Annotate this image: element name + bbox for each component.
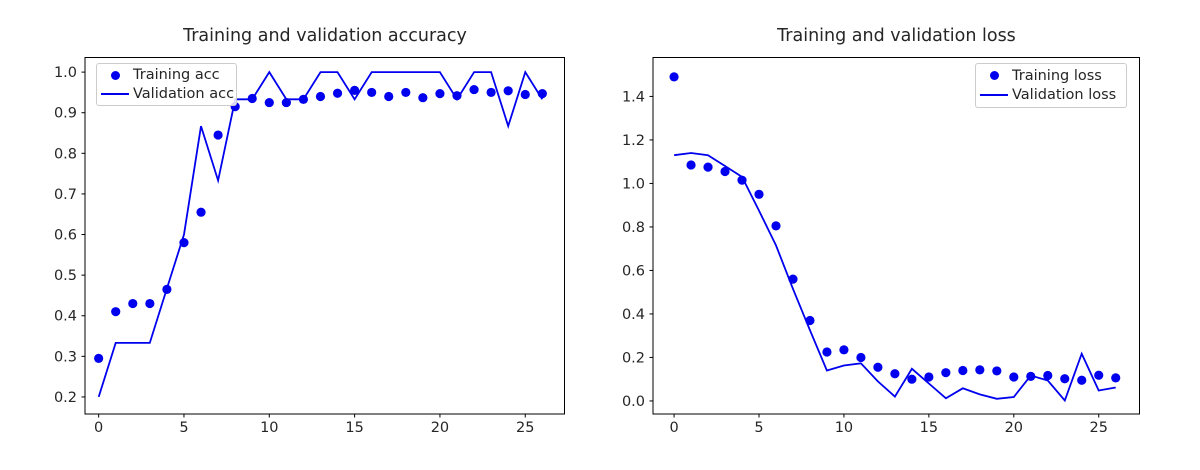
acc-training-point xyxy=(111,307,121,317)
loss-training-point xyxy=(669,72,679,82)
y-tick-label: 0.7 xyxy=(54,187,77,203)
acc-training-point xyxy=(94,353,104,363)
loss-training-point xyxy=(856,352,866,363)
accuracy-chart-title: Training and validation accuracy xyxy=(183,26,467,46)
legend-item-validation-acc: Validation acc xyxy=(97,85,234,104)
loss-training-point xyxy=(907,374,917,384)
loss-plot-area: 0 5 10 15 20 25 0.0 0.2 0.4 0.6 0.8 1.0 1.2 1.4 xyxy=(622,57,1140,436)
accuracy-legend: Training acc Validation acc xyxy=(96,63,237,106)
acc-training-point xyxy=(469,84,479,95)
x-tick-label: 25 xyxy=(1090,420,1108,436)
y-tick-label: 1.0 xyxy=(54,65,77,81)
loss-chart-title: Training and validation loss xyxy=(777,26,1016,46)
loss-training-point xyxy=(839,345,849,355)
acc-training-point xyxy=(520,89,530,100)
acc-training-point xyxy=(503,86,513,96)
loss-training-point xyxy=(992,366,1002,376)
loss-training-point xyxy=(1077,375,1087,385)
legend-label: Training acc xyxy=(133,67,220,84)
x-tick-label: 0 xyxy=(94,420,103,436)
acc-training-point xyxy=(196,207,206,217)
loss-training-point xyxy=(686,160,696,170)
loss-training-point xyxy=(703,162,713,172)
acc-training-point xyxy=(435,89,445,99)
y-tick-label: 0.5 xyxy=(54,268,77,284)
legend-label: Validation acc xyxy=(133,85,235,102)
acc-axes-frame xyxy=(84,57,565,415)
loss-axes-frame xyxy=(652,57,1140,415)
legend-label: Validation loss xyxy=(1012,87,1117,104)
y-tick-label: 0.8 xyxy=(54,146,77,162)
y-tick-label: 0.4 xyxy=(54,309,77,325)
acc-training-point xyxy=(486,87,496,98)
loss-training-point xyxy=(754,189,764,199)
loss-training-point xyxy=(720,166,730,177)
loss-training-point xyxy=(1060,374,1070,384)
acc-validation-line xyxy=(97,69,544,398)
x-tick-label: 25 xyxy=(516,420,534,436)
x-tick-label: 10 xyxy=(260,420,278,436)
loss-training-point xyxy=(941,368,951,378)
loss-training-point xyxy=(873,362,883,372)
acc-training-point xyxy=(350,85,360,95)
validation-loss-line-marker-icon xyxy=(980,94,1008,97)
y-tick-label: 0.2 xyxy=(622,350,645,366)
acc-training-point xyxy=(315,91,326,102)
x-tick-label: 5 xyxy=(179,420,188,436)
y-tick-label: 1.2 xyxy=(622,133,645,149)
loss-training-point xyxy=(924,372,934,382)
acc-training-point xyxy=(281,97,291,108)
x-tick-label: 0 xyxy=(669,420,678,436)
acc-training-point xyxy=(332,88,343,98)
acc-training-point xyxy=(213,130,223,140)
loss-training-point xyxy=(1009,372,1019,382)
x-tick-label: 10 xyxy=(835,420,853,436)
acc-training-point xyxy=(128,298,138,309)
loss-training-point xyxy=(958,365,968,376)
loss-training-point xyxy=(1111,373,1121,383)
acc-training-point xyxy=(418,93,428,103)
x-tick-label: 5 xyxy=(754,420,763,436)
loss-training-point xyxy=(890,369,900,379)
y-tick-label: 0.0 xyxy=(622,394,645,410)
y-tick-label: 0.3 xyxy=(54,349,77,365)
x-tick-label: 15 xyxy=(920,420,938,436)
training-acc-dot-marker-icon xyxy=(110,70,120,80)
legend-item-training-loss: Training loss xyxy=(976,66,1118,86)
acc-training-point xyxy=(367,87,377,98)
loss-training-point xyxy=(975,365,985,375)
y-tick-label: 0.6 xyxy=(54,228,77,244)
acc-training-point xyxy=(384,91,394,102)
x-tick-label: 20 xyxy=(431,420,449,436)
legend-item-validation-loss: Validation loss xyxy=(976,86,1118,106)
legend-label: Training loss xyxy=(1012,67,1102,84)
training-loss-dot-marker-icon xyxy=(989,71,999,81)
loss-training-point xyxy=(1043,370,1053,381)
acc-training-point xyxy=(145,298,155,309)
y-tick-label: 0.4 xyxy=(622,307,645,323)
acc-training-point xyxy=(452,91,462,101)
y-tick-label: 0.8 xyxy=(622,220,645,236)
loss-training-point xyxy=(1094,370,1104,380)
loss-training-point xyxy=(771,221,781,231)
y-tick-label: 0.9 xyxy=(54,106,77,122)
y-tick-label: 1.0 xyxy=(622,176,645,192)
legend-item-training-acc: Training acc xyxy=(97,66,228,85)
x-tick-label: 20 xyxy=(1005,420,1023,436)
loss-validation-line xyxy=(673,152,1116,403)
loss-legend: Training loss Validation loss xyxy=(975,63,1127,108)
acc-training-point xyxy=(264,97,274,108)
y-tick-label: 0.6 xyxy=(622,263,645,279)
y-tick-label: 0.2 xyxy=(54,390,77,406)
x-tick-label: 15 xyxy=(345,420,363,436)
validation-acc-line-marker-icon xyxy=(101,92,129,95)
y-tick-label: 1.4 xyxy=(622,89,645,105)
acc-training-point xyxy=(401,87,411,98)
loss-training-point xyxy=(822,347,832,357)
acc-plot-area: 0 5 10 15 20 25 0.2 0.3 0.4 0.5 0.6 0.7 0.8 0.9 1.0 xyxy=(54,57,565,436)
